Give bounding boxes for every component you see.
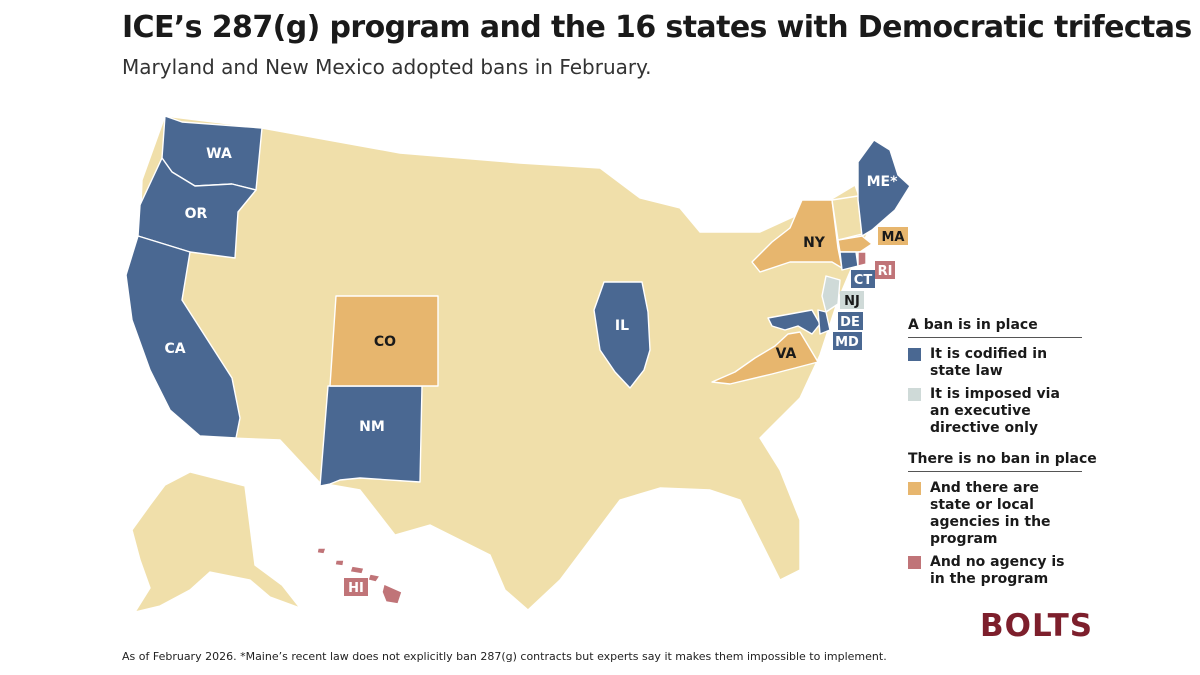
- state-shape-hi-2: [334, 559, 345, 567]
- legend-label-no-agency: And no agency is in the program: [930, 554, 1065, 587]
- state-label-me: ME*: [867, 174, 898, 190]
- state-shape-vt-nh: [831, 195, 863, 241]
- label-box-md: [833, 332, 862, 350]
- chart-subtitle: Maryland and New Mexico adopted bans in …: [122, 55, 652, 79]
- state-label-hi: HI: [348, 581, 364, 596]
- bolts-logo: BOLTS: [980, 608, 1094, 644]
- state-shape-hi-5: [381, 583, 403, 605]
- state-label-ma: MA: [882, 230, 905, 245]
- state-label-md: MD: [835, 335, 859, 350]
- state-label-co: CO: [374, 334, 396, 350]
- map-legend: A ban is in place It is codified in stat…: [908, 317, 1097, 594]
- state-shape-or: [137, 157, 257, 259]
- state-label-ct: CT: [854, 273, 873, 288]
- state-shape-ny: [751, 199, 843, 273]
- legend-item-codified: It is codified in state law: [908, 346, 1082, 380]
- chart-title: ICE’s 287(g) program and the 16 states w…: [122, 10, 1192, 45]
- legend-heading-ban: A ban is in place: [908, 317, 1082, 338]
- state-shape-ak: [131, 471, 301, 613]
- state-shape-md: [767, 309, 821, 335]
- state-shape-hi-3: [349, 565, 365, 575]
- legend-swatch-agencies: [908, 482, 921, 495]
- legend-label-codified: It is codified in state law: [930, 346, 1048, 379]
- label-box-hi: [344, 578, 368, 596]
- state-shape-ri: [857, 251, 867, 267]
- state-label-nm: NM: [359, 419, 385, 435]
- state-shape-ca: [125, 235, 241, 439]
- state-shape-de: [817, 309, 831, 335]
- state-label-ny: NY: [803, 235, 826, 251]
- legend-swatch-no-agency: [908, 556, 921, 569]
- legend-item-executive: It is imposed via an executive directive…: [908, 386, 1082, 437]
- legend-item-no-agency: And no agency is in the program: [908, 554, 1082, 588]
- state-label-wa: WA: [206, 146, 232, 162]
- label-box-de: [838, 312, 863, 330]
- legend-label-executive: It is imposed via an executive directive…: [930, 386, 1060, 436]
- state-shape-ma: [837, 235, 873, 253]
- state-shape-hi-4: [367, 573, 381, 583]
- state-shape-il: [593, 281, 651, 389]
- state-label-or: OR: [185, 206, 208, 222]
- state-shape-ct: [839, 251, 859, 271]
- legend-swatch-codified: [908, 348, 921, 361]
- state-shape-va: [711, 331, 819, 385]
- legend-item-agencies: And there are state or local agencies in…: [908, 480, 1082, 548]
- state-shape-me: [857, 139, 911, 237]
- state-shape-co: [329, 295, 439, 387]
- label-box-nj: [840, 291, 864, 309]
- label-box-ct: [851, 270, 875, 288]
- state-label-ca: CA: [164, 341, 185, 357]
- footnote: As of February 2026. *Maine’s recent law…: [122, 650, 887, 663]
- state-label-de: DE: [840, 315, 860, 330]
- state-label-nj: NJ: [844, 294, 860, 309]
- state-label-ri: RI: [878, 264, 893, 279]
- label-box-ri: [875, 261, 895, 279]
- state-label-il: IL: [615, 318, 629, 334]
- legend-label-agencies: And there are state or local agencies in…: [930, 480, 1051, 547]
- legend-heading-no-ban: There is no ban in place: [908, 451, 1097, 472]
- legend-swatch-executive: [908, 388, 921, 401]
- state-shape-nm: [319, 385, 423, 487]
- state-label-va: VA: [776, 346, 797, 362]
- state-shape-nj: [821, 275, 841, 313]
- label-box-ma: [878, 227, 908, 245]
- state-shape-hi-1: [316, 547, 327, 555]
